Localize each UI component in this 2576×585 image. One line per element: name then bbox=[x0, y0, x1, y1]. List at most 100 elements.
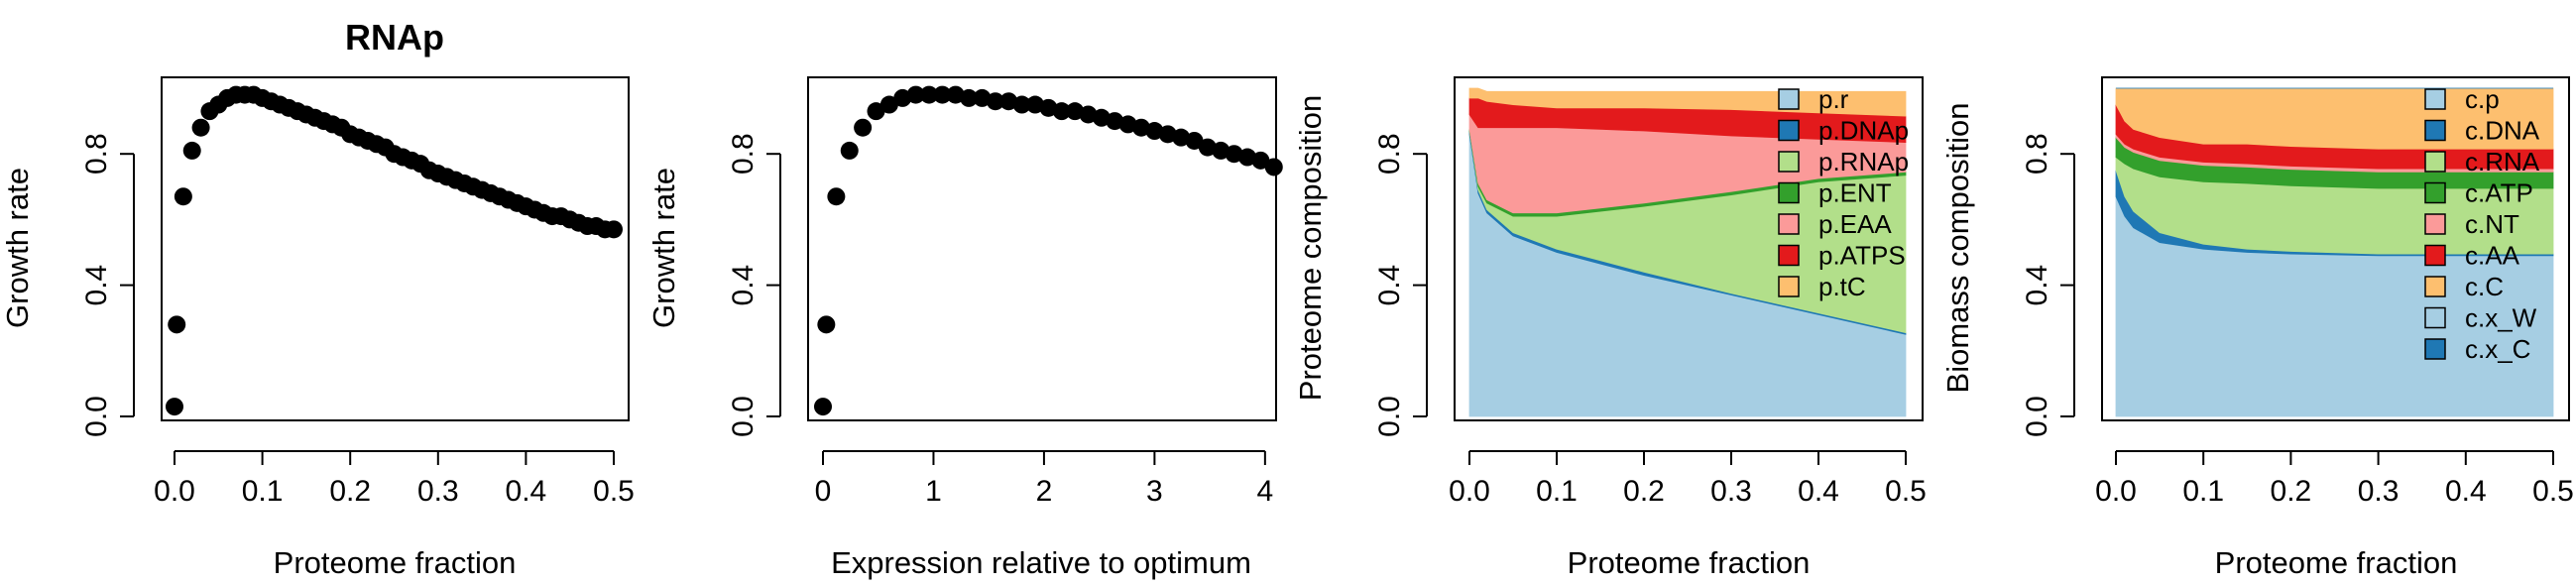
data-point bbox=[1052, 102, 1071, 121]
x-tick-label: 0.1 bbox=[1536, 475, 1578, 508]
x-tick-label: 4 bbox=[1257, 475, 1274, 508]
x-tick-label: 0.1 bbox=[242, 475, 284, 508]
legend-swatch bbox=[1778, 151, 1800, 173]
y-tick-label: 0.0 bbox=[1373, 396, 1406, 437]
legend-label: p.RNAp bbox=[1818, 147, 1909, 176]
y-axis: 0.0 0.4 0.8 bbox=[2021, 133, 2075, 437]
y-axis-label: Biomass composition bbox=[1940, 103, 1975, 394]
chart-title: RNAp bbox=[345, 17, 444, 58]
legend-label: c.C bbox=[2465, 272, 2504, 301]
x-tick-label: 0.3 bbox=[1710, 475, 1752, 508]
x-tick-label: 0.4 bbox=[1798, 475, 1839, 508]
chart-panel-3: 0.0 0.1 0.2 0.3 0.4 0.5 0.0 0.4 0.8 Proteome frac… bbox=[1293, 76, 1927, 580]
x-tick-label: 0.5 bbox=[2532, 475, 2574, 508]
legend-swatch bbox=[1778, 119, 1800, 142]
plot-box bbox=[807, 76, 1277, 421]
x-axis-label: Proteome fraction bbox=[1568, 545, 1811, 580]
legend-swatch bbox=[2424, 244, 2446, 267]
x-tick-label: 0.1 bbox=[2182, 475, 2224, 508]
data-point bbox=[867, 102, 885, 121]
y-tick-label: 0.0 bbox=[80, 396, 113, 437]
legend-swatch bbox=[1778, 88, 1800, 110]
x-axis: 0.0 0.1 0.2 0.3 0.4 0.5 bbox=[154, 450, 635, 508]
legend-label: c.NT bbox=[2465, 209, 2519, 239]
chart-panel-1: 0.0 0.1 0.2 0.3 0.4 0.5 0.0 0.4 0.8 Proteome frac… bbox=[0, 17, 635, 580]
x-tick-label: 0.0 bbox=[2095, 475, 2137, 508]
legend-swatch bbox=[2424, 151, 2446, 173]
y-tick-label: 0.8 bbox=[80, 133, 113, 175]
chart-panel-4: 0.0 0.1 0.2 0.3 0.4 0.5 0.0 0.4 0.8 Proteome frac… bbox=[1940, 76, 2574, 580]
x-tick-label: 2 bbox=[1036, 475, 1053, 508]
legend-label: c.p bbox=[2465, 84, 2500, 114]
data-point bbox=[1012, 95, 1031, 114]
legend-swatch bbox=[2424, 338, 2446, 360]
y-tick-label: 0.4 bbox=[2021, 265, 2053, 306]
x-tick-label: 0 bbox=[815, 475, 832, 508]
plot-box bbox=[161, 76, 630, 421]
data-point bbox=[814, 398, 832, 416]
y-axis-label: Growth rate bbox=[646, 168, 681, 328]
data-point bbox=[1251, 151, 1270, 170]
x-tick-label: 0.3 bbox=[2358, 475, 2400, 508]
y-axis: 0.0 0.4 0.8 bbox=[80, 133, 135, 437]
x-tick-label: 1 bbox=[925, 475, 942, 508]
x-axis-label: Expression relative to optimum bbox=[831, 545, 1251, 580]
plot-box bbox=[2101, 76, 2570, 421]
legend-swatch bbox=[2424, 119, 2446, 142]
legend-label: c.DNA bbox=[2465, 116, 2540, 146]
y-tick-label: 0.8 bbox=[727, 133, 760, 175]
legend-swatch bbox=[1778, 213, 1800, 235]
data-point bbox=[960, 88, 979, 107]
x-axis: 0.0 0.1 0.2 0.3 0.4 0.5 bbox=[1449, 450, 1927, 508]
x-tick-label: 3 bbox=[1146, 475, 1163, 508]
data-point bbox=[986, 92, 1004, 111]
data-point bbox=[1185, 131, 1204, 150]
x-tick-label: 0.4 bbox=[506, 475, 547, 508]
data-point bbox=[166, 398, 183, 416]
y-axis-label: Proteome composition bbox=[1293, 95, 1328, 401]
x-tick-label: 0.2 bbox=[329, 475, 371, 508]
legend-label: p.DNAp bbox=[1818, 116, 1909, 146]
legend-label: p.r bbox=[1818, 84, 1849, 114]
data-point bbox=[840, 141, 859, 160]
data-point bbox=[605, 220, 623, 239]
x-axis-label: Proteome fraction bbox=[274, 545, 517, 580]
data-points bbox=[166, 85, 623, 416]
x-tick-label: 0.0 bbox=[154, 475, 195, 508]
y-tick-label: 0.4 bbox=[727, 265, 760, 306]
data-points bbox=[814, 85, 1283, 416]
legend-swatch bbox=[2424, 88, 2446, 110]
y-tick-label: 0.8 bbox=[2021, 133, 2053, 175]
x-tick-label: 0.2 bbox=[1623, 475, 1665, 508]
data-point bbox=[827, 187, 846, 206]
x-axis-label: Proteome fraction bbox=[2215, 545, 2458, 580]
x-tick-label: 0.3 bbox=[417, 475, 459, 508]
y-tick-label: 0.4 bbox=[1373, 265, 1406, 306]
data-point bbox=[168, 315, 186, 334]
x-tick-label: 0.2 bbox=[2271, 475, 2312, 508]
legend-label: c.RNA bbox=[2465, 147, 2540, 176]
data-point bbox=[854, 118, 873, 137]
y-axis: 0.0 0.4 0.8 bbox=[1373, 133, 1428, 437]
legend-label: p.tC bbox=[1818, 272, 1866, 301]
legend-swatch bbox=[2424, 276, 2446, 297]
data-point bbox=[933, 85, 952, 104]
legend-label: c.ATP bbox=[2465, 178, 2533, 208]
x-tick-label: 0.4 bbox=[2445, 475, 2487, 508]
plot-box bbox=[1454, 76, 1924, 421]
area-layers bbox=[2115, 87, 2554, 417]
data-point bbox=[191, 118, 210, 137]
data-point bbox=[906, 85, 925, 104]
y-axis-label: Growth rate bbox=[0, 168, 35, 328]
legend-label: c.x_C bbox=[2465, 334, 2530, 364]
y-axis: 0.0 0.4 0.8 bbox=[727, 133, 781, 437]
y-tick-label: 0.0 bbox=[2021, 396, 2053, 437]
chart-panel-2: 0 1 2 3 4 0.0 0.4 0.8 Expression relative to opt… bbox=[646, 76, 1283, 580]
x-tick-label: 0.5 bbox=[593, 475, 635, 508]
data-point bbox=[1264, 158, 1283, 176]
legend-label: c.x_W bbox=[2465, 303, 2537, 333]
legend-swatch bbox=[1778, 276, 1800, 297]
x-axis: 0.0 0.1 0.2 0.3 0.4 0.5 bbox=[2095, 450, 2574, 508]
